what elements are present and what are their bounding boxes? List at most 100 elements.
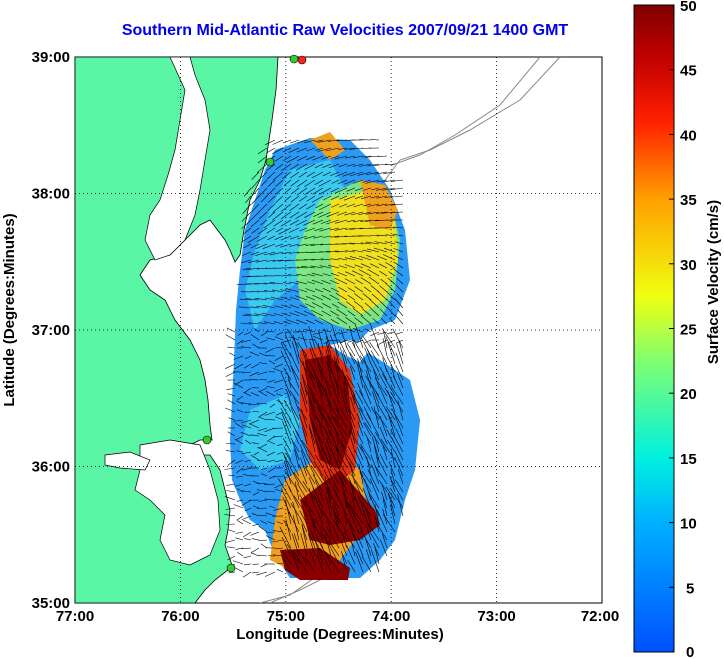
velocity-arrow xyxy=(251,203,260,213)
velocity-arrow xyxy=(253,505,260,509)
velocity-arrow xyxy=(374,377,388,397)
velocity-arrow xyxy=(229,352,236,357)
velocity-arrow xyxy=(354,264,364,269)
velocity-arrow xyxy=(333,510,340,533)
velocity-arrow xyxy=(389,339,396,343)
velocity-arrow xyxy=(250,291,260,293)
velocity-arrow xyxy=(260,467,268,470)
velocity-arrow xyxy=(309,373,316,389)
velocity-arrow xyxy=(325,349,332,373)
velocity-arrow xyxy=(370,406,380,421)
velocity-arrow xyxy=(322,163,332,168)
velocity-arrow xyxy=(281,488,292,509)
velocity-arrow xyxy=(376,234,388,237)
velocity-arrow xyxy=(382,498,388,517)
velocity-arrow xyxy=(272,147,284,155)
velocity-arrow xyxy=(269,251,284,256)
velocity-arrow xyxy=(357,358,364,381)
pamlico-sound xyxy=(134,439,221,566)
velocity-arrow xyxy=(328,264,340,269)
velocity-arrow xyxy=(234,567,244,573)
velocity-arrow xyxy=(294,310,308,317)
velocity-arrow xyxy=(370,350,380,365)
velocity-arrow xyxy=(296,273,308,277)
velocity-arrow xyxy=(370,139,380,141)
velocity-arrow xyxy=(287,329,300,349)
velocity-arrow xyxy=(330,258,340,261)
velocity-arrow xyxy=(290,163,300,170)
velocity-arrow xyxy=(379,300,388,309)
velocity-arrow xyxy=(272,475,284,478)
velocity-arrow xyxy=(365,370,372,389)
velocity-arrow xyxy=(290,195,300,203)
velocity-arrow xyxy=(236,450,244,453)
velocity-arrow xyxy=(363,422,372,437)
velocity-arrow xyxy=(236,339,244,345)
velocity-arrow xyxy=(315,147,324,151)
velocity-arrow xyxy=(343,195,356,201)
velocity-arrow xyxy=(327,416,340,437)
velocity-arrow xyxy=(241,424,252,429)
velocity-arrow xyxy=(330,448,340,469)
velocity-arrow xyxy=(360,315,372,325)
velocity-arrow xyxy=(350,492,356,509)
velocity-arrow xyxy=(288,274,300,277)
station-marker xyxy=(202,435,212,445)
velocity-arrow xyxy=(376,344,388,365)
velocity-arrow xyxy=(237,552,244,557)
velocity-arrow xyxy=(354,323,364,349)
velocity-arrow xyxy=(264,297,276,301)
velocity-arrow xyxy=(303,219,316,226)
velocity-arrow xyxy=(302,481,316,501)
velocity-arrow xyxy=(233,504,244,509)
velocity-arrow xyxy=(330,272,340,277)
velocity-arrow xyxy=(376,255,388,261)
velocity-arrow xyxy=(335,219,348,224)
velocity-arrow xyxy=(321,405,332,421)
velocity-arrow xyxy=(254,283,268,285)
velocity-arrow xyxy=(281,412,292,437)
velocity-arrow xyxy=(362,293,372,301)
velocity-arrow xyxy=(265,347,276,353)
velocity-arrow xyxy=(339,347,348,373)
velocity-arrow xyxy=(376,195,388,199)
velocity-arrow xyxy=(266,163,276,172)
velocity-arrow xyxy=(251,513,260,517)
velocity-arrow xyxy=(382,445,388,461)
velocity-arrow xyxy=(338,265,348,269)
velocity-arrow xyxy=(384,365,396,389)
velocity-arrow xyxy=(236,395,244,401)
velocity-arrow xyxy=(370,323,380,349)
velocity-arrow xyxy=(285,288,300,293)
velocity-arrow xyxy=(235,547,244,550)
velocity-arrow xyxy=(234,483,244,487)
velocity-arrow xyxy=(282,438,292,453)
velocity-arrow xyxy=(274,483,284,489)
velocity-arrow xyxy=(375,466,388,485)
velocity-arrow xyxy=(382,338,388,357)
velocity-arrow xyxy=(299,510,308,525)
velocity-arrow xyxy=(249,379,260,381)
velocity-arrow xyxy=(335,407,348,429)
velocity-arrow xyxy=(340,330,348,349)
velocity-arrow xyxy=(273,435,284,438)
velocity-arrow xyxy=(247,235,260,244)
velocity-arrow xyxy=(276,331,284,336)
velocity-arrow xyxy=(315,454,324,469)
velocity-arrow xyxy=(312,368,324,389)
velocity-arrow xyxy=(240,419,252,424)
velocity-arrow xyxy=(396,277,404,285)
velocity-arrow xyxy=(250,547,260,554)
velocity-arrow xyxy=(292,501,300,525)
velocity-arrow xyxy=(312,155,324,161)
velocity-arrow xyxy=(281,555,292,573)
velocity-arrow xyxy=(226,450,236,453)
velocity-arrow xyxy=(282,420,292,445)
velocity-arrow xyxy=(309,550,316,565)
velocity-arrow xyxy=(338,459,348,477)
velocity-arrow xyxy=(395,365,404,381)
velocity-arrow xyxy=(330,235,340,238)
velocity-arrow xyxy=(394,451,404,469)
velocity-arrow xyxy=(263,282,276,285)
velocity-arrow xyxy=(274,275,284,277)
